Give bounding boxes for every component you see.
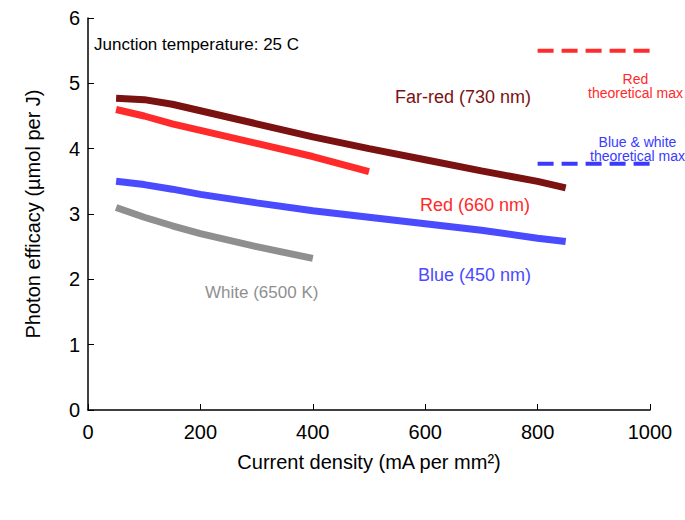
svg-text:400: 400	[296, 421, 329, 443]
svg-text:6: 6	[69, 7, 80, 29]
svg-text:1000: 1000	[628, 421, 673, 443]
svg-text:Far-red (730 nm): Far-red (730 nm)	[395, 87, 531, 107]
svg-text:600: 600	[409, 421, 442, 443]
svg-text:800: 800	[521, 421, 554, 443]
svg-text:3: 3	[69, 203, 80, 225]
svg-text:theoretical max: theoretical max	[590, 148, 685, 164]
svg-text:200: 200	[184, 421, 217, 443]
svg-text:5: 5	[69, 72, 80, 94]
svg-text:4: 4	[69, 138, 80, 160]
svg-text:0: 0	[69, 399, 80, 421]
svg-text:1: 1	[69, 334, 80, 356]
svg-text:Red: Red	[622, 71, 649, 87]
svg-text:Current density (mA per mm²): Current density (mA per mm²)	[237, 451, 500, 473]
svg-text:Blue & white: Blue & white	[598, 134, 677, 150]
svg-text:Junction temperature: 25 C: Junction temperature: 25 C	[94, 35, 299, 54]
svg-text:0: 0	[82, 421, 93, 443]
svg-text:Photon efficacy (µmol per J): Photon efficacy (µmol per J)	[22, 89, 44, 338]
svg-text:White (6500 K): White (6500 K)	[205, 283, 318, 302]
svg-text:Red (660 nm): Red (660 nm)	[420, 195, 530, 215]
svg-text:theoretical max: theoretical max	[588, 85, 683, 101]
svg-text:Blue (450 nm): Blue (450 nm)	[418, 265, 531, 285]
svg-text:2: 2	[69, 268, 80, 290]
